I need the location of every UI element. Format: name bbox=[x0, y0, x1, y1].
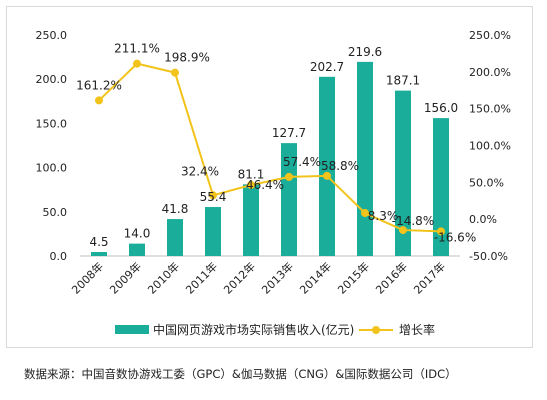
chart-frame: 0.0 50.0 100.0 150.0 200.0 250.0 -50.0% 0.0% 50… bbox=[6, 6, 533, 348]
bar-data-label: 81.1 bbox=[238, 167, 265, 181]
legend: 中国网页游戏市场实际销售收入(亿元) 增长率 bbox=[115, 322, 435, 337]
right-tick-label: 100.0% bbox=[469, 140, 511, 153]
line-data-label: -16.6% bbox=[434, 230, 476, 244]
x-tick-label: 2012年 bbox=[221, 259, 258, 296]
bar-data-label: 14.0 bbox=[124, 227, 151, 241]
line-data-label: 211.1% bbox=[114, 42, 160, 56]
left-tick-label: 250.0 bbox=[36, 29, 68, 42]
bar bbox=[319, 76, 335, 256]
growth-point bbox=[437, 227, 445, 236]
line-data-labels: 161.2% 211.1% 198.9% 32.4% 46.4% 57.4% 58.8% 8.… bbox=[76, 42, 476, 245]
left-tick-label: 150.0 bbox=[36, 117, 68, 130]
legend-line-label: 增长率 bbox=[399, 322, 435, 337]
right-tick-label: 200.0% bbox=[469, 66, 511, 79]
growth-point bbox=[171, 68, 179, 77]
line-data-label: 8.3% bbox=[368, 209, 399, 223]
line-data-label: 46.4% bbox=[246, 178, 284, 192]
growth-point bbox=[361, 209, 369, 218]
legend-bar-label: 中国网页游戏市场实际销售收入(亿元) bbox=[153, 322, 354, 337]
x-tick-label: 2008年 bbox=[69, 259, 106, 296]
bar bbox=[243, 184, 259, 256]
bar-data-label: 127.7 bbox=[272, 126, 306, 140]
bar bbox=[167, 219, 183, 256]
bar bbox=[281, 143, 297, 256]
line-data-label: 198.9% bbox=[164, 51, 210, 65]
x-tick-label: 2011年 bbox=[183, 259, 220, 296]
bar-data-labels: 4.5 14.0 41.8 55.4 81.1 127.7 202.7 219.6 187.1 1… bbox=[89, 45, 458, 249]
right-tick-label: 250.0% bbox=[469, 29, 511, 42]
growth-point bbox=[285, 172, 293, 181]
line-data-label: 57.4% bbox=[283, 155, 321, 169]
x-tick-label: 2016年 bbox=[373, 259, 410, 296]
x-tick-label: 2017年 bbox=[411, 259, 448, 296]
x-axis-ticks: 2008年 2009年 2010年 2011年 2012年 2013年 2014年 2015年… bbox=[69, 259, 448, 296]
left-tick-label: 0.0 bbox=[50, 250, 68, 263]
line-data-label: 32.4% bbox=[181, 164, 219, 178]
legend-line-marker bbox=[372, 326, 380, 334]
combo-chart: 0.0 50.0 100.0 150.0 200.0 250.0 -50.0% 0.0% 50… bbox=[36, 29, 511, 337]
bar-series bbox=[91, 61, 449, 257]
growth-line bbox=[98, 62, 442, 233]
bar bbox=[205, 207, 221, 256]
bar-data-label: 41.8 bbox=[162, 202, 189, 216]
bar-data-label: 4.5 bbox=[89, 235, 108, 249]
bar bbox=[433, 118, 449, 256]
growth-line-series bbox=[95, 59, 445, 236]
line-data-label: -14.8% bbox=[392, 214, 434, 228]
growth-point bbox=[323, 171, 331, 180]
growth-point bbox=[209, 191, 217, 200]
growth-point bbox=[95, 96, 103, 105]
growth-point bbox=[133, 59, 141, 68]
legend-bar-swatch bbox=[115, 325, 149, 334]
growth-point bbox=[247, 180, 255, 189]
bar bbox=[91, 252, 107, 256]
growth-point bbox=[399, 226, 407, 235]
bar-data-label: 187.1 bbox=[386, 74, 420, 88]
right-tick-label: 0.0% bbox=[469, 213, 497, 226]
source-note: 数据来源：中国音数协游戏工委（GPC）&伽马数据（CNG）&国际数据公司（IDC… bbox=[24, 367, 457, 381]
bar bbox=[357, 61, 373, 257]
x-tick-label: 2015年 bbox=[335, 259, 372, 296]
x-tick-label: 2010年 bbox=[145, 259, 182, 296]
bar bbox=[395, 90, 411, 256]
x-tick-label: 2014年 bbox=[297, 259, 334, 296]
x-tick-label: 2013年 bbox=[259, 259, 296, 296]
line-data-label: 58.8% bbox=[321, 159, 359, 173]
right-tick-label: -50.0% bbox=[469, 250, 508, 263]
bar-data-label: 202.7 bbox=[310, 60, 344, 74]
left-tick-label: 200.0 bbox=[36, 73, 68, 86]
bar-data-label: 156.0 bbox=[424, 101, 458, 115]
bar-data-label: 219.6 bbox=[348, 45, 382, 59]
right-axis: -50.0% 0.0% 50.0% 100.0% 150.0% 200.0% 250.0% bbox=[469, 29, 511, 263]
left-tick-label: 50.0 bbox=[43, 206, 68, 219]
x-tick-label: 2009年 bbox=[107, 259, 144, 296]
left-axis: 0.0 50.0 100.0 150.0 200.0 250.0 bbox=[36, 29, 68, 263]
right-tick-label: 150.0% bbox=[469, 103, 511, 116]
bar-data-label: 55.4 bbox=[200, 190, 227, 204]
bar bbox=[129, 243, 145, 256]
right-tick-label: 50.0% bbox=[469, 176, 504, 189]
left-tick-label: 100.0 bbox=[36, 162, 68, 175]
line-data-label: 161.2% bbox=[76, 78, 122, 92]
